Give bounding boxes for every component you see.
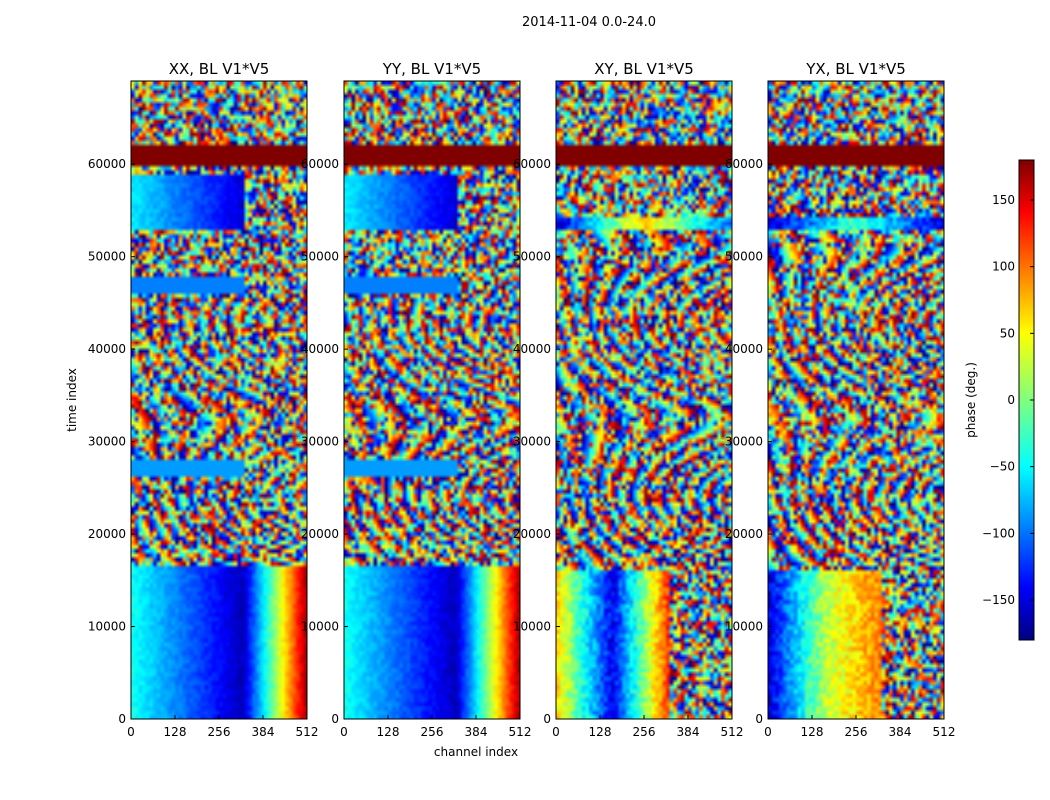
y-tick-label: 60000 bbox=[725, 157, 763, 171]
y-tick-label: 10000 bbox=[301, 620, 339, 634]
y-tick-label: 20000 bbox=[88, 527, 126, 541]
x-tick-label: 0 bbox=[127, 725, 135, 739]
panel-title: XX, BL V1*V5 bbox=[169, 60, 270, 78]
x-tick-label: 384 bbox=[252, 725, 275, 739]
y-tick-label: 30000 bbox=[513, 435, 551, 449]
colorbar-tick-label: −150 bbox=[982, 593, 1015, 607]
x-tick-label: 0 bbox=[552, 725, 560, 739]
y-tick-label: 60000 bbox=[88, 157, 126, 171]
y-tick-label: 10000 bbox=[88, 620, 126, 634]
colorbar-tick-label: 0 bbox=[1007, 393, 1015, 407]
y-tick-label: 0 bbox=[331, 712, 339, 726]
y-tick-label: 30000 bbox=[725, 435, 763, 449]
colorbar-tick-label: 150 bbox=[992, 193, 1015, 207]
panel-title: YY, BL V1*V5 bbox=[382, 60, 481, 78]
x-tick-label: 128 bbox=[589, 725, 612, 739]
colorbar-tick-label: −100 bbox=[982, 526, 1015, 540]
x-tick-label: 512 bbox=[296, 725, 319, 739]
colorbar: 150 100 50 0 −50 −100 −150 bbox=[982, 159, 1035, 641]
x-tick-label: 384 bbox=[889, 725, 912, 739]
x-tick-label: 256 bbox=[208, 725, 231, 739]
y-tick-label: 60000 bbox=[301, 157, 339, 171]
x-tick-label: 512 bbox=[509, 725, 532, 739]
x-tick-label: 512 bbox=[933, 725, 956, 739]
x-tick-label: 128 bbox=[377, 725, 400, 739]
x-tick-label: 384 bbox=[677, 725, 700, 739]
x-axis-label: channel index bbox=[434, 745, 518, 759]
panel-2: XY, BL V1*V5 0 128 256 384 512 0 10000 20000 3000… bbox=[513, 60, 744, 739]
y-tick-label: 40000 bbox=[513, 342, 551, 356]
panel-title: XY, BL V1*V5 bbox=[594, 60, 694, 78]
x-tick-label: 256 bbox=[633, 725, 656, 739]
x-tick-label: 512 bbox=[721, 725, 744, 739]
panel-3: YX, BL V1*V5 0 128 256 384 512 0 10000 20000 3000… bbox=[725, 60, 956, 739]
panel-title: YX, BL V1*V5 bbox=[805, 60, 906, 78]
colorbar-label: phase (deg.) bbox=[964, 362, 978, 438]
x-tick-label: 384 bbox=[465, 725, 488, 739]
x-tick-label: 256 bbox=[421, 725, 444, 739]
y-tick-label: 50000 bbox=[513, 250, 551, 264]
y-tick-label: 50000 bbox=[725, 250, 763, 264]
panel-0: XX, BL V1*V5 0 128 256 384 512 0 10000 20000 3000… bbox=[88, 60, 319, 739]
x-tick-label: 256 bbox=[845, 725, 868, 739]
heatmap-image-2 bbox=[556, 81, 732, 719]
y-tick-label: 10000 bbox=[725, 620, 763, 634]
panels: XX, BL V1*V5 0 128 256 384 512 0 10000 20000 3000… bbox=[88, 60, 956, 739]
chart-title: 2014-11-04 0.0-24.0 bbox=[522, 15, 656, 30]
y-tick-label: 50000 bbox=[301, 250, 339, 264]
x-tick-label: 128 bbox=[801, 725, 824, 739]
y-tick-label: 40000 bbox=[301, 342, 339, 356]
x-tick-label: 128 bbox=[164, 725, 187, 739]
y-tick-label: 40000 bbox=[725, 342, 763, 356]
colorbar-tick-label: 50 bbox=[1000, 326, 1015, 340]
y-tick-label: 0 bbox=[543, 712, 551, 726]
y-tick-label: 20000 bbox=[301, 527, 339, 541]
heatmap-image-3 bbox=[768, 81, 944, 719]
heatmap-image-0 bbox=[131, 81, 307, 719]
y-tick-label: 20000 bbox=[725, 527, 763, 541]
colorbar-tick-label: 100 bbox=[992, 260, 1015, 274]
y-tick-label: 20000 bbox=[513, 527, 551, 541]
y-tick-label: 60000 bbox=[513, 157, 551, 171]
y-tick-label: 0 bbox=[118, 712, 126, 726]
panel-1: YY, BL V1*V5 0 128 256 384 512 0 10000 20000 3000… bbox=[301, 60, 532, 739]
y-tick-label: 30000 bbox=[301, 435, 339, 449]
y-tick-label: 0 bbox=[755, 712, 763, 726]
y-tick-label: 50000 bbox=[88, 250, 126, 264]
y-tick-label: 30000 bbox=[88, 435, 126, 449]
y-tick-label: 40000 bbox=[88, 342, 126, 356]
heatmap-image-1 bbox=[344, 81, 520, 719]
x-tick-label: 0 bbox=[340, 725, 348, 739]
y-tick-label: 10000 bbox=[513, 620, 551, 634]
y-axis-label: time index bbox=[65, 368, 79, 432]
colorbar-tick-label: −50 bbox=[990, 460, 1015, 474]
x-tick-label: 0 bbox=[764, 725, 772, 739]
